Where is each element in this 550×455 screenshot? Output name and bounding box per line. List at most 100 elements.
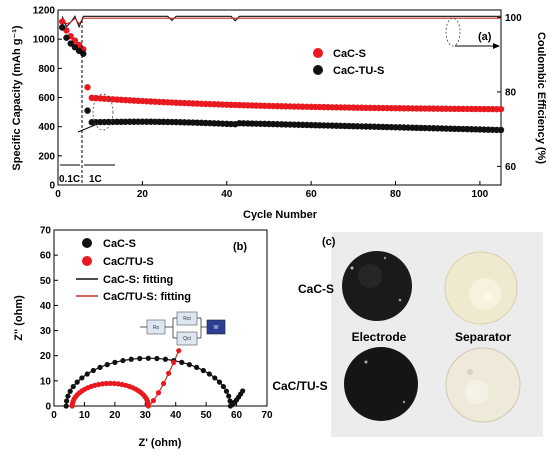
circuit-label-rct: Rct: [183, 316, 191, 322]
col-label-electrode: Electrode: [352, 330, 407, 344]
panel-a-label: (a): [478, 31, 492, 43]
nyquist-point-cac-s: [65, 393, 71, 399]
point-cac-tu-s: [71, 43, 79, 51]
panel-b-y-tick-label: 0: [45, 402, 51, 413]
panel-a-x-tick-label: 80: [390, 189, 402, 200]
panel-a-y2-axis-title: Coulombic Efficiency (%): [535, 32, 547, 164]
panel-b-x-tick-label: 70: [261, 410, 273, 421]
equivalent-circuit-inset: Rs Rct Qct W: [140, 311, 226, 346]
legend-label-b-cac-s: CaC-S: [103, 238, 136, 250]
highlight-arrowhead-ce: [493, 43, 500, 49]
panel-b-x-tick-label: 30: [140, 410, 152, 421]
nyquist-point-cac-tu-s: [155, 390, 162, 396]
panel-a-coulombic-efficiency: [61, 15, 501, 29]
point-cac-tu-s: [497, 126, 505, 134]
nyquist-point-cac-s: [70, 383, 76, 390]
panel-c-photographs: (c) CaC-S CaC/TU-S Electrode Separator: [272, 232, 543, 437]
panel-b-x-ticks: 0 10 20 30 40 50 60 70: [51, 402, 273, 421]
panel-a-x-tick-label: 0: [55, 189, 61, 200]
panel-a-cycling-chart: 0 20 40 60 80 100 0 200 400 600 800 1000 1200 60 80 1…: [11, 6, 547, 222]
legend-marker-cac-s: [313, 48, 323, 58]
panel-b-y-ticks: 0 10 20 30 40 50 60 70: [40, 226, 58, 413]
legend-label-b-cac-s-fit: CaC-S: fitting: [103, 274, 173, 286]
circuit-qct: [176, 331, 198, 346]
row-label-cac-tu-s: CaC/TU-S: [272, 379, 327, 393]
panel-b-y-tick-label: 30: [40, 326, 52, 337]
panel-b-plot-frame: [53, 229, 268, 407]
nyquist-point-cac-tu-s: [103, 380, 109, 387]
panel-a-data-points: [59, 18, 505, 134]
point-cac-tu-s: [63, 34, 70, 41]
panel-b-y-tick-label: 60: [40, 251, 52, 262]
panel-a-y-tick-label: 1000: [33, 35, 56, 46]
highlight-arrow-capacity: [77, 124, 96, 133]
nyquist-point-cac-tu-s: [99, 381, 105, 387]
point-cac-s: [59, 18, 66, 25]
panel-a-x-tick-label: 100: [472, 189, 489, 200]
nyquist-point-cac-s: [104, 362, 110, 368]
nyquist-point-cac-s: [97, 364, 103, 370]
panel-b-y-axis-title: Z'' (ohm): [13, 295, 25, 341]
nyquist-point-cac-s: [112, 359, 118, 365]
ce-trace-cac-s: [61, 17, 501, 25]
nyquist-point-cac-s: [145, 355, 151, 361]
panel-b-y-tick-label: 10: [40, 376, 52, 387]
point-cac-s: [84, 84, 91, 91]
nyquist-point-cac-s: [179, 359, 185, 365]
nyquist-point-cac-s: [67, 388, 73, 394]
point-cac-tu-s: [67, 40, 74, 47]
panel-a-y-tick-label: 200: [38, 151, 55, 162]
panel-b-x-tick-label: 20: [109, 410, 121, 421]
panel-a-y-tick-label: 800: [38, 64, 55, 75]
nyquist-point-cac-s: [120, 357, 126, 364]
panel-a-y2-tick-label: 100: [505, 13, 522, 24]
panel-a-x-ticks: 0 20 40 60 80 100: [55, 181, 489, 200]
nyquist-point-cac-s: [63, 403, 69, 409]
legend-label-cac-s: CaC-S: [333, 48, 366, 60]
circuit-label-qct: Qct: [183, 336, 191, 342]
panel-a-x-axis-title: Cycle Number: [243, 209, 318, 221]
nyquist-point-cac-s: [162, 356, 169, 362]
circuit-w: [206, 319, 226, 335]
nyquist-point-cac-s: [240, 388, 246, 394]
nyquist-point-cac-s: [128, 356, 134, 362]
nyquist-point-cac-s: [200, 367, 206, 374]
highlight-ellipse-ce: [445, 17, 461, 47]
nyquist-point-cac-s: [84, 371, 90, 377]
panel-a-y2-tick-label: 60: [505, 162, 517, 173]
photo-electrode-cac-tu-s: [344, 347, 418, 421]
nyquist-point-cac-tu-s: [171, 359, 177, 365]
nyquist-point-cac-s: [212, 375, 218, 381]
panel-b-y-tick-label: 40: [40, 301, 52, 312]
ce-trace-cac-tu-s: [61, 15, 501, 29]
circuit-label-rs: Rs: [153, 325, 160, 331]
panel-b-x-tick-label: 40: [170, 410, 182, 421]
nyquist-point-cac-tu-s: [176, 348, 182, 354]
nyquist-point-cac-s: [226, 393, 232, 399]
circuit-rct: [176, 311, 198, 326]
circuit-label-w: W: [214, 325, 219, 331]
photo-separator-cac-tu-s: [445, 347, 521, 423]
point-cac-tu-s: [84, 107, 91, 114]
nyquist-point-cac-s: [74, 379, 80, 385]
panel-c-label: (c): [322, 236, 336, 248]
nyquist-point-cac-s: [154, 355, 160, 362]
nyquist-point-cac-tu-s: [166, 370, 172, 376]
photo-separator-cac-s: [444, 251, 518, 325]
panel-b-x-tick-label: 0: [51, 410, 57, 421]
panel-a-x-tick-label: 60: [306, 189, 318, 200]
panel-a-y-tick-label: 400: [38, 122, 55, 133]
panel-a-y-axis-title: Specific Capacity (mAh g⁻¹): [11, 25, 23, 171]
nyquist-point-cac-s: [206, 371, 212, 377]
panel-b-x-tick-label: 10: [79, 410, 91, 421]
point-cac-tu-s: [59, 24, 66, 31]
legend-label-b-cac-tu-s-fit: CaC/TU-S: fitting: [103, 291, 191, 303]
nyquist-point-cac-tu-s: [145, 403, 151, 409]
nyquist-point-cac-tu-s: [111, 380, 117, 387]
nyquist-point-cac-tu-s: [95, 381, 102, 388]
nyquist-point-cac-tu-s: [150, 398, 156, 404]
nyquist-point-cac-s: [79, 375, 85, 381]
legend-label-cac-tu-s: CaC-TU-S: [333, 65, 384, 77]
nyquist-point-cac-tu-s: [160, 380, 167, 387]
panel-b-x-tick-label: 50: [201, 410, 213, 421]
